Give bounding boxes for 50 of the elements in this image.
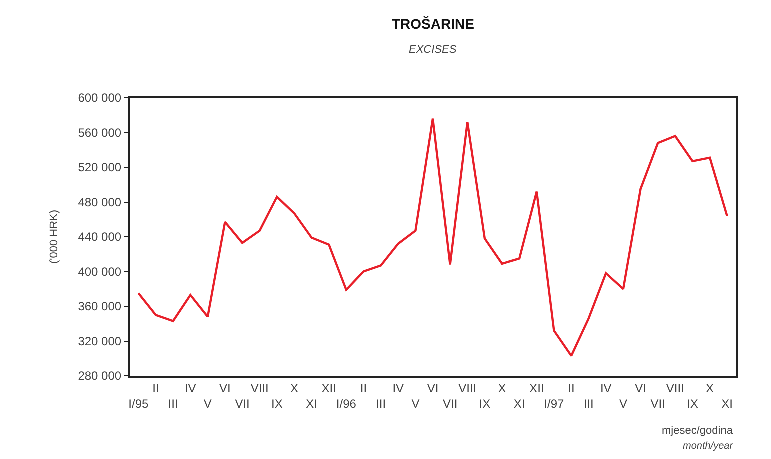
y-tick-label: 400 000 xyxy=(78,264,122,279)
x-tick-label: V xyxy=(619,397,628,411)
x-tick-label: I/96 xyxy=(336,397,357,411)
x-tick-label: VII xyxy=(442,397,458,411)
x-tick-label: XII xyxy=(322,381,336,396)
x-tick-label: III xyxy=(168,397,178,411)
x-tick-label: X xyxy=(498,381,506,396)
x-tick-label: X xyxy=(706,381,714,396)
x-tick-label: IX xyxy=(479,397,491,411)
y-tick-label: 520 000 xyxy=(78,160,122,175)
x-tick-label: VIII xyxy=(250,381,269,396)
x-tick-label: X xyxy=(290,381,298,396)
x-tick-label: V xyxy=(412,397,420,411)
y-axis-title: ('000 HRK) xyxy=(48,210,60,264)
text: month/year xyxy=(683,441,734,452)
y-tick-label: 560 000 xyxy=(78,126,122,140)
x-tick-label: V xyxy=(204,397,212,411)
line-series xyxy=(138,118,728,358)
chart-title: TROŠARINE xyxy=(392,16,474,32)
x-tick-label: I/97 xyxy=(544,397,565,411)
y-tick-label: 440 000 xyxy=(78,230,122,244)
x-tick-label: IV xyxy=(600,381,612,396)
x-tick-label: IX xyxy=(272,397,283,411)
x-tick-label: II xyxy=(152,381,160,396)
x-tick-label: I/95 xyxy=(128,397,149,411)
x-tick-label: VI xyxy=(427,381,439,396)
x-tick-label: III xyxy=(584,397,594,411)
x-tick-label: VII xyxy=(650,397,666,411)
x-tick-label: VI xyxy=(220,381,231,396)
chart-subtitle: EXCISES xyxy=(409,44,458,56)
y-tick-label: 360 000 xyxy=(78,300,122,314)
x-tick-label: XI xyxy=(722,397,734,411)
y-tick-label: 280 000 xyxy=(78,369,122,384)
x-tick-label: VI xyxy=(635,381,646,396)
x-tick-label: IV xyxy=(392,381,404,396)
x-tick-label: IX xyxy=(687,397,698,411)
x-tick-label: XI xyxy=(306,397,318,411)
y-tick-label: 600 000 xyxy=(78,91,122,106)
y-tick-label: 480 000 xyxy=(78,195,122,210)
x-axis-title: mjesec/godina xyxy=(662,425,734,437)
x-tick-label: II xyxy=(568,381,575,396)
x-tick-label: III xyxy=(376,397,386,411)
x-tick-label: VIII xyxy=(666,381,684,396)
x-tick-label: VIII xyxy=(458,381,477,396)
x-tick-label: IV xyxy=(184,381,196,396)
x-tick-label: XI xyxy=(514,397,526,411)
x-tick-label: II xyxy=(360,381,368,396)
y-tick-label: 320 000 xyxy=(78,334,122,348)
x-tick-label: XII xyxy=(530,381,544,396)
x-tick-label: VII xyxy=(235,397,250,411)
